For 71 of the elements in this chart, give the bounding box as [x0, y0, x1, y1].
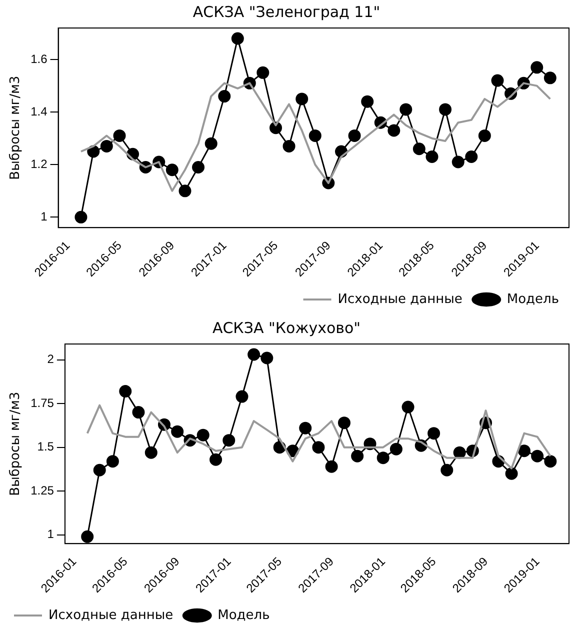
point: [388, 124, 400, 137]
point: [518, 444, 530, 458]
y-axis-title: Выбросы мг/м3: [8, 76, 24, 180]
point: [260, 352, 274, 364]
point: [296, 92, 308, 106]
point: [192, 161, 205, 174]
point: [204, 137, 218, 150]
point: [426, 150, 438, 163]
point: [106, 455, 119, 468]
legend-label: Исходные данные: [48, 608, 174, 623]
y-tick-label: 1.4: [30, 104, 48, 118]
point: [210, 453, 222, 466]
point: [93, 464, 106, 476]
legend-label: Модель: [506, 292, 560, 307]
point: [236, 390, 248, 403]
point: [530, 61, 544, 74]
point: [478, 129, 491, 142]
point: [452, 156, 464, 168]
point: [491, 74, 504, 87]
y-axis-title: Выбросы мг/м3: [8, 392, 24, 496]
legend-label: Исходные данные: [338, 292, 462, 307]
point: [248, 348, 260, 361]
y-tick-label: 1.5: [37, 440, 54, 454]
point: [178, 184, 192, 198]
chart-title: АСКЗА "Зеленоград 11": [192, 2, 380, 21]
y-tick-label: 1.2: [30, 156, 48, 171]
y-tick-label: 1.6: [30, 52, 48, 66]
y-tick-label: 1.25: [30, 483, 54, 498]
point: [351, 450, 364, 462]
point: [312, 441, 325, 454]
point: [218, 90, 231, 103]
point: [453, 446, 466, 459]
y-tick-label: 1: [47, 527, 54, 542]
point: [222, 434, 236, 447]
point: [81, 530, 94, 543]
point: [361, 95, 374, 108]
point: [439, 103, 452, 116]
point: [231, 32, 244, 45]
point: [376, 452, 390, 464]
point: [400, 103, 412, 116]
point: [531, 450, 544, 462]
chart-title: АСКЗА "Кожухово": [212, 318, 361, 337]
point: [144, 446, 158, 459]
point: [74, 210, 88, 224]
point: [325, 460, 338, 473]
point: [412, 142, 426, 156]
point: [113, 129, 126, 142]
point: [308, 129, 322, 142]
point: [171, 425, 184, 438]
y-tick-label: 2: [47, 352, 54, 366]
point: [348, 129, 361, 142]
point: [428, 427, 440, 440]
point: [390, 442, 402, 456]
point: [338, 416, 350, 430]
point: [256, 66, 270, 79]
point: [544, 455, 557, 468]
point: [132, 406, 145, 419]
point: [465, 150, 478, 163]
point: [402, 400, 414, 414]
y-tick-label: 1: [40, 209, 48, 224]
point: [440, 464, 454, 476]
point: [299, 422, 312, 434]
point: [544, 72, 556, 84]
point: [282, 140, 296, 152]
y-tick-label: 1.75: [30, 396, 54, 410]
point: [100, 140, 113, 152]
point: [196, 428, 210, 442]
point: [166, 164, 178, 176]
legend-label: Модель: [218, 608, 270, 623]
point: [505, 467, 518, 480]
point: [119, 385, 132, 398]
